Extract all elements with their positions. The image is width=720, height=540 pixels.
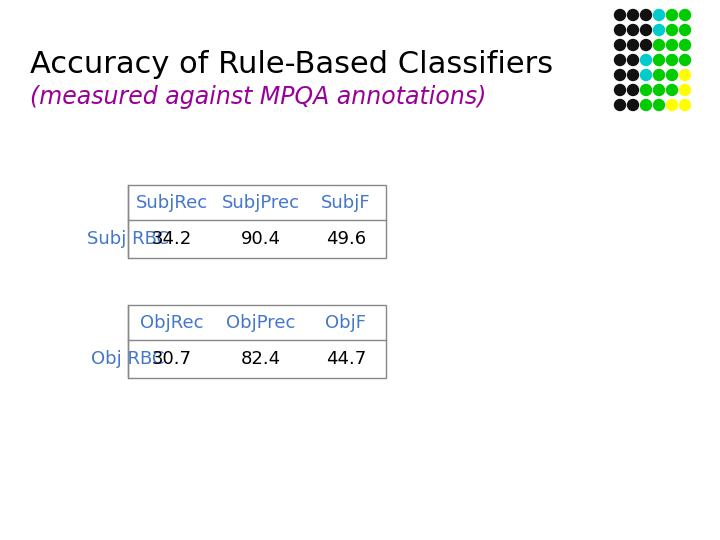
Circle shape (628, 84, 639, 96)
Circle shape (667, 84, 678, 96)
Bar (128, 305, 386, 378)
Text: ObjRec: ObjRec (140, 314, 204, 332)
Circle shape (680, 10, 690, 21)
Circle shape (641, 24, 652, 36)
Circle shape (667, 70, 678, 80)
Circle shape (641, 70, 652, 80)
Circle shape (641, 39, 652, 51)
Text: 30.7: 30.7 (152, 350, 192, 368)
Circle shape (628, 39, 639, 51)
Circle shape (654, 70, 665, 80)
Text: 49.6: 49.6 (326, 230, 366, 248)
Circle shape (667, 39, 678, 51)
Circle shape (641, 84, 652, 96)
Circle shape (641, 99, 652, 111)
Circle shape (641, 55, 652, 65)
Circle shape (628, 24, 639, 36)
Circle shape (628, 10, 639, 21)
Circle shape (680, 84, 690, 96)
Circle shape (628, 70, 639, 80)
Text: ObjPrec: ObjPrec (226, 314, 296, 332)
Circle shape (680, 39, 690, 51)
Circle shape (654, 10, 665, 21)
Circle shape (628, 55, 639, 65)
Text: SubjPrec: SubjPrec (222, 193, 300, 212)
Text: 44.7: 44.7 (326, 350, 366, 368)
Circle shape (628, 99, 639, 111)
Circle shape (614, 99, 626, 111)
Text: Accuracy of Rule-Based Classifiers: Accuracy of Rule-Based Classifiers (30, 50, 553, 79)
Text: 34.2: 34.2 (152, 230, 192, 248)
Circle shape (680, 24, 690, 36)
Circle shape (680, 55, 690, 65)
Circle shape (614, 24, 626, 36)
Circle shape (614, 84, 626, 96)
Text: Subj RBC: Subj RBC (87, 230, 169, 248)
Circle shape (614, 10, 626, 21)
Bar (128, 185, 386, 258)
Text: SubjRec: SubjRec (136, 193, 208, 212)
Circle shape (654, 39, 665, 51)
Text: ObjF: ObjF (325, 314, 366, 332)
Text: Obj RBC: Obj RBC (91, 350, 165, 368)
Circle shape (667, 10, 678, 21)
Text: SubjF: SubjF (321, 193, 371, 212)
Circle shape (680, 99, 690, 111)
Circle shape (667, 55, 678, 65)
Circle shape (654, 84, 665, 96)
Circle shape (654, 55, 665, 65)
Text: (measured against MPQA annotations): (measured against MPQA annotations) (30, 85, 487, 109)
Circle shape (614, 70, 626, 80)
Circle shape (614, 55, 626, 65)
Text: 82.4: 82.4 (241, 350, 281, 368)
Circle shape (667, 99, 678, 111)
Circle shape (654, 24, 665, 36)
Circle shape (654, 99, 665, 111)
Circle shape (641, 10, 652, 21)
Circle shape (680, 70, 690, 80)
Text: 90.4: 90.4 (241, 230, 281, 248)
Circle shape (614, 39, 626, 51)
Circle shape (667, 24, 678, 36)
